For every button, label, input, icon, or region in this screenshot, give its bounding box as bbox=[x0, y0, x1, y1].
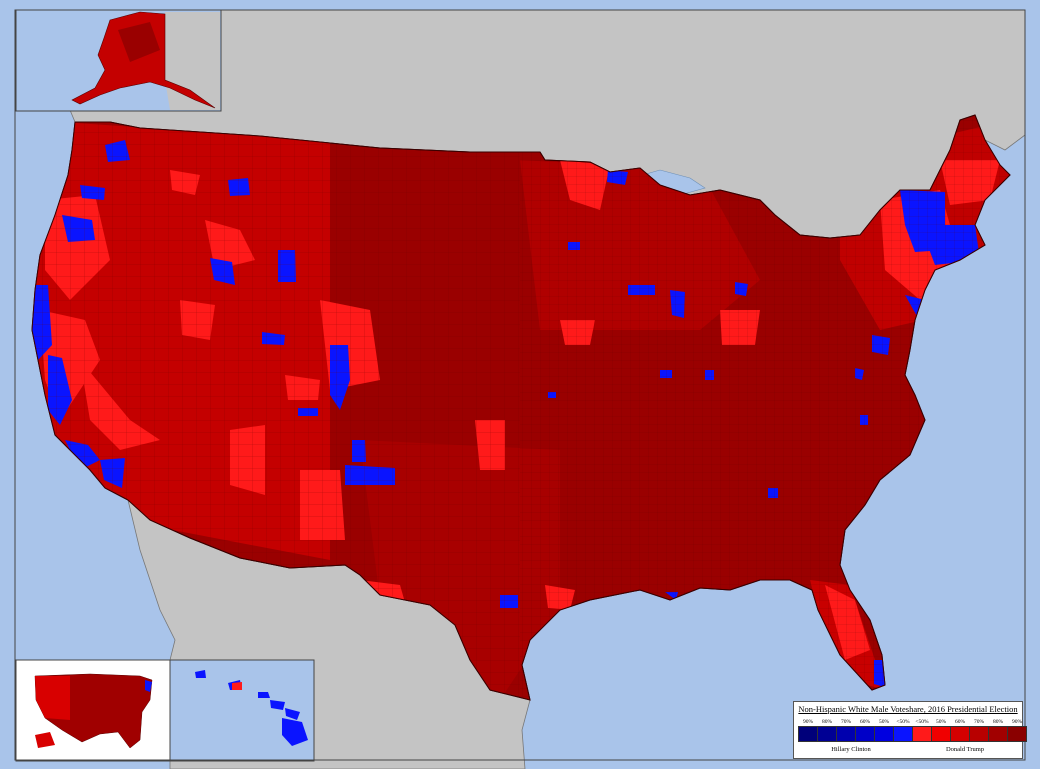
national-inset-alaska bbox=[35, 732, 55, 748]
national-inset-blue bbox=[145, 680, 152, 692]
trump-label: Donald Trump bbox=[945, 746, 985, 753]
trump-swatch-5 bbox=[988, 726, 1008, 742]
map-frame bbox=[14, 9, 1026, 761]
alaska-darker bbox=[118, 22, 160, 62]
clinton-swatch-1 bbox=[798, 726, 818, 742]
trump-swatch-2 bbox=[931, 726, 951, 742]
clinton-pct-3: 70% bbox=[840, 719, 852, 725]
trump-pct-2: 50% bbox=[935, 719, 947, 725]
trump-pct-6: 90% bbox=[1011, 719, 1023, 725]
map-legend: Non-Hispanic White Male Voteshare, 2016 … bbox=[793, 701, 1027, 759]
national-inset-west bbox=[35, 676, 70, 720]
clinton-pct-6: <50% bbox=[896, 719, 910, 725]
legend-title: Non-Hispanic White Male Voteshare, 2016 … bbox=[798, 704, 1018, 714]
legend-swatch-row bbox=[796, 726, 1027, 744]
trump-swatch-6 bbox=[1007, 726, 1027, 742]
trump-pct-3: 60% bbox=[954, 719, 966, 725]
trump-pct-4: 70% bbox=[973, 719, 985, 725]
alaska-land bbox=[71, 11, 216, 109]
hawaii-red-county bbox=[232, 682, 242, 690]
clinton-pct-4: 60% bbox=[859, 719, 871, 725]
legend-percent-row: 90% 80% 70% 60% 50% <50% <50% 50% 60% 70… bbox=[796, 719, 1022, 727]
clinton-label: Hillary Clinton bbox=[831, 746, 871, 753]
clinton-swatch-4 bbox=[855, 726, 875, 742]
trump-swatch-1 bbox=[912, 726, 932, 742]
clinton-pct-5: 50% bbox=[878, 719, 890, 725]
clinton-swatch-6 bbox=[893, 726, 913, 742]
clinton-swatch-2 bbox=[817, 726, 837, 742]
clinton-swatch-5 bbox=[874, 726, 894, 742]
clinton-pct-2: 80% bbox=[821, 719, 833, 725]
clinton-swatch-3 bbox=[836, 726, 856, 742]
trump-pct-1: <50% bbox=[915, 719, 929, 725]
trump-swatch-3 bbox=[950, 726, 970, 742]
trump-swatch-4 bbox=[969, 726, 989, 742]
trump-pct-5: 80% bbox=[992, 719, 1004, 725]
clinton-pct-1: 90% bbox=[802, 719, 814, 725]
